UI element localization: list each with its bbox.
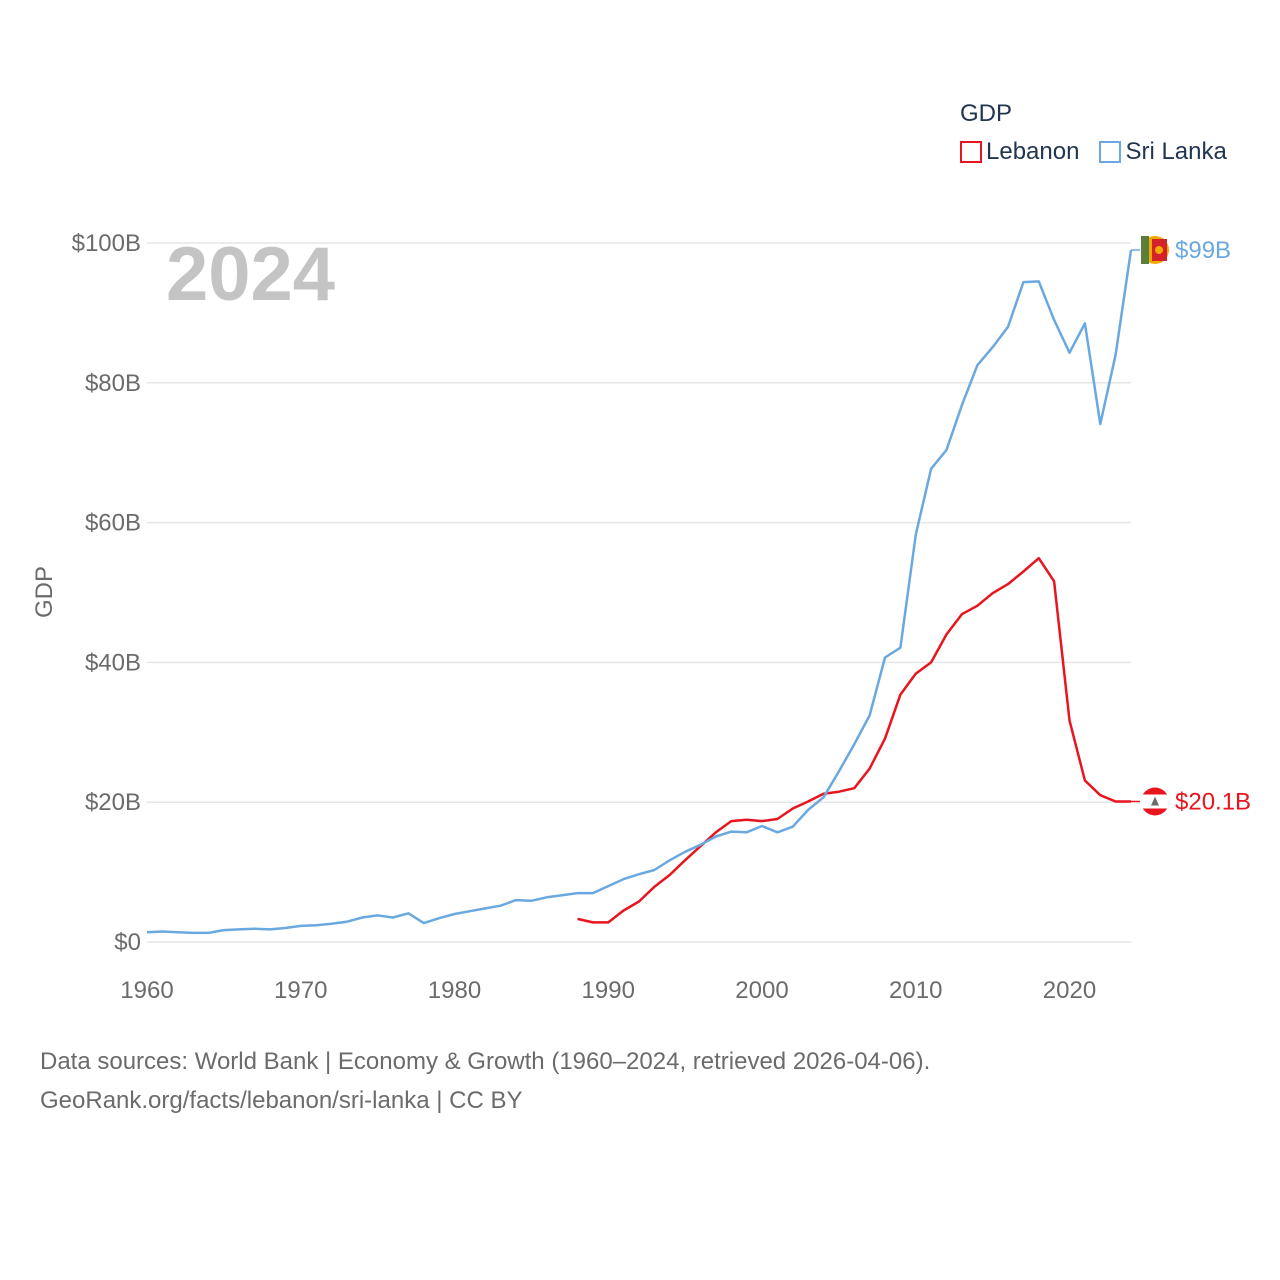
x-tick-label: 2010	[889, 977, 942, 1004]
legend-swatch-sri-lanka	[1099, 141, 1122, 163]
y-axis-label: GDP	[31, 566, 58, 618]
legend-item-lebanon[interactable]: Lebanon	[960, 138, 1079, 166]
end-value-label-sri-lanka: $99B	[1175, 237, 1231, 264]
y-tick-label: $40B	[85, 649, 141, 676]
year-watermark: 2024	[166, 232, 335, 317]
footer-line-1: Data sources: World Bank | Economy & Gro…	[40, 1048, 931, 1075]
footer-sources: Data sources: World Bank | Economy & Gro…	[40, 1042, 930, 1120]
x-axis-ticks: 1960 1970 1980 1990 2000 2010 2020	[120, 977, 1096, 1004]
flag-sri-lanka-icon	[1141, 235, 1169, 264]
gdp-line-chart: $0 $20B $40B $60B $80B $100B 1960 1970 1980 1990…	[31, 230, 1251, 1004]
x-tick-label: 2000	[735, 977, 788, 1004]
legend-item-sri-lanka[interactable]: Sri Lanka	[1099, 138, 1227, 166]
footer-line-2: GeoRank.org/facts/lebanon/sri-lanka | CC…	[40, 1087, 523, 1114]
legend-label-sri-lanka: Sri Lanka	[1125, 138, 1227, 165]
x-tick-label: 1980	[428, 977, 481, 1004]
series-line-sri-lanka	[146, 249, 1133, 935]
x-tick-label: 1960	[120, 977, 173, 1004]
legend-label-lebanon: Lebanon	[986, 138, 1080, 165]
gridlines	[147, 242, 1131, 943]
legend-swatch-lebanon	[960, 141, 982, 163]
flag-lebanon-icon	[1141, 787, 1169, 816]
series-end-markers: $20.1B $99B	[1131, 235, 1251, 816]
y-axis-ticks: $0 $20B $40B $60B $80B $100B	[72, 230, 141, 956]
legend: GDP Lebanon Sri Lanka	[960, 100, 1227, 166]
legend-title: GDP	[960, 100, 1013, 127]
y-tick-label: $0	[114, 929, 141, 956]
end-value-label-lebanon: $20.1B	[1175, 789, 1251, 816]
x-tick-label: 2020	[1043, 977, 1096, 1004]
y-tick-label: $100B	[72, 230, 141, 257]
y-tick-label: $20B	[85, 789, 141, 816]
y-tick-label: $60B	[85, 510, 141, 537]
x-tick-label: 1990	[582, 977, 635, 1004]
series-lines	[146, 249, 1133, 935]
y-tick-label: $80B	[85, 370, 141, 397]
x-tick-label: 1970	[274, 977, 327, 1004]
series-line-lebanon	[577, 556, 1131, 924]
